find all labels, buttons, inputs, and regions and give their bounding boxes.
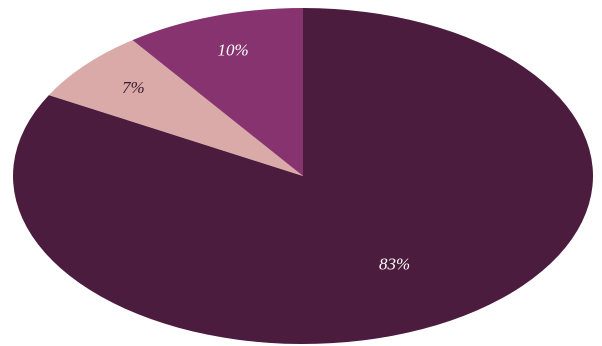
pie-slice	[48, 40, 303, 176]
pie-slice	[12, 8, 593, 345]
pie-slice	[132, 8, 303, 176]
data-label: 10%	[218, 40, 249, 59]
data-label: 7%	[122, 78, 145, 97]
data-label: 83%	[379, 255, 410, 274]
